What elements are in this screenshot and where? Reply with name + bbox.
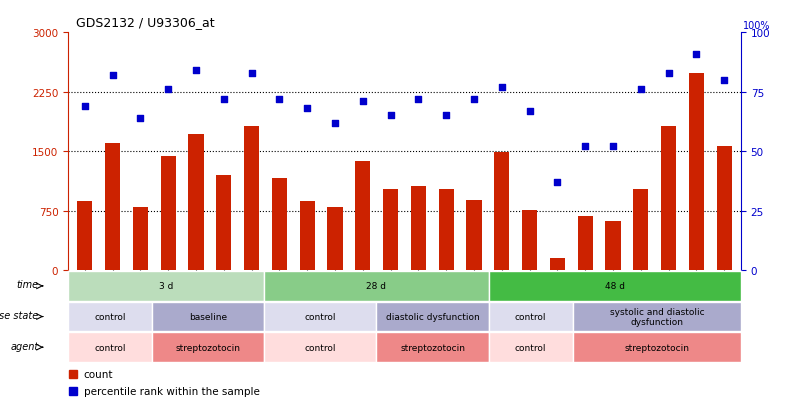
Bar [411,187,426,271]
Text: control: control [95,312,126,321]
Point [356,99,369,105]
Point [190,68,203,74]
Bar [188,134,203,271]
Bar [689,74,704,271]
Bar [633,190,649,271]
Point [245,70,258,77]
Text: 3 d: 3 d [159,282,173,291]
Text: 28 d: 28 d [367,282,386,291]
Point [718,77,731,84]
Point [217,96,230,103]
Point [384,113,397,119]
Bar [244,126,260,271]
Point [78,103,91,110]
Text: 48 d: 48 d [605,282,625,291]
Text: agent: agent [10,341,38,351]
Point [328,120,341,127]
Point [495,84,508,91]
Point [551,179,564,186]
Point [523,108,536,115]
Bar [606,221,621,271]
Text: streptozotocin: streptozotocin [175,343,241,352]
Point [634,87,647,93]
Point [301,106,314,112]
Point [134,115,147,122]
Text: control: control [515,312,546,321]
Point [468,96,481,103]
Text: time: time [16,280,38,290]
Text: streptozotocin: streptozotocin [624,343,690,352]
Text: 100%: 100% [743,21,771,31]
Point [273,96,286,103]
Bar [522,210,537,271]
Bar [160,157,176,271]
Point [690,51,702,58]
Bar [578,217,593,271]
Text: control: control [515,343,546,352]
Text: control: control [304,312,336,321]
Bar [300,202,315,271]
Text: control: control [95,343,126,352]
Bar [383,190,398,271]
Point [107,73,119,79]
Text: diastolic dysfunction: diastolic dysfunction [385,312,480,321]
Text: GDS2132 / U93306_at: GDS2132 / U93306_at [76,16,215,29]
Bar [439,190,454,271]
Text: count: count [83,369,113,379]
Bar [466,201,481,271]
Point [606,144,619,150]
Bar [105,144,120,271]
Point [662,70,675,77]
Text: control: control [304,343,336,352]
Point [162,87,175,93]
Text: streptozotocin: streptozotocin [400,343,465,352]
Bar [328,207,343,271]
Bar [272,179,287,271]
Bar [494,152,509,271]
Bar [661,126,676,271]
Text: disease state: disease state [0,310,38,320]
Bar [77,202,92,271]
Text: systolic and diastolic
dysfunction: systolic and diastolic dysfunction [610,307,704,326]
Point [579,144,592,150]
Point [412,96,425,103]
Text: percentile rank within the sample: percentile rank within the sample [83,386,260,396]
Point [440,113,453,119]
Bar [216,176,231,271]
Text: baseline: baseline [189,312,227,321]
Bar [355,161,370,271]
Bar [549,259,565,271]
Bar [717,147,732,271]
Bar [133,207,148,271]
